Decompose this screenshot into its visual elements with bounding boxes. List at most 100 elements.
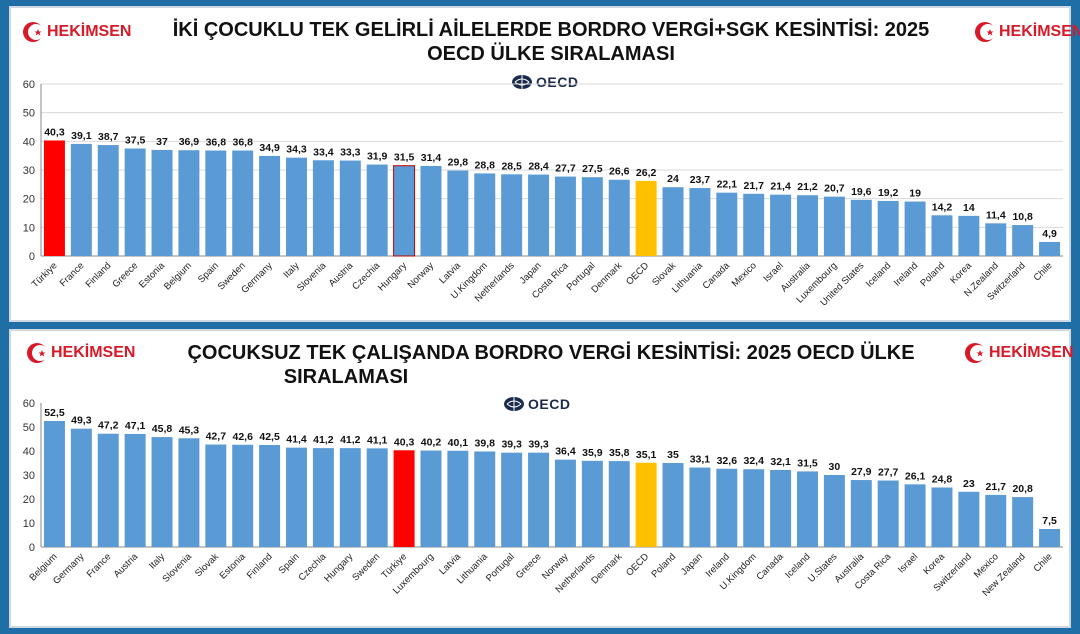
data-label: 38,7 xyxy=(98,131,119,143)
bar xyxy=(958,215,980,256)
x-tick-label: Mexico xyxy=(730,260,759,289)
data-label: 45,3 xyxy=(179,424,200,436)
data-label: 21,2 xyxy=(797,181,818,193)
data-label: 33,1 xyxy=(690,454,711,466)
hekimsen-logo-right: HEKİMSEN xyxy=(963,341,1073,365)
bar xyxy=(689,188,711,256)
data-label: 29,8 xyxy=(448,157,469,169)
bar xyxy=(393,450,415,547)
data-label: 42,7 xyxy=(206,431,227,443)
data-label: 22,1 xyxy=(717,179,738,191)
x-tick-label: Chile xyxy=(1032,260,1055,283)
chart-panel-1: HEKİMSEN HEKİMSEN İKİ ÇOCUKLU TEK GELİRL… xyxy=(9,6,1080,322)
bar xyxy=(608,461,630,547)
data-label: 31,5 xyxy=(394,152,415,164)
bar xyxy=(985,494,1007,547)
data-label: 49,3 xyxy=(71,415,92,427)
data-label: 4,9 xyxy=(1042,228,1057,240)
data-label: 34,9 xyxy=(259,142,280,154)
x-tick-label: Slovenia xyxy=(160,551,194,585)
bar-chart-2: 010203040506052,5Belgium49,3Germany47,2F… xyxy=(23,398,1063,599)
data-label: 14 xyxy=(963,202,975,214)
bar xyxy=(581,177,603,256)
x-tick-label: Chile xyxy=(1032,551,1055,574)
x-tick-label: Belgium xyxy=(162,260,194,292)
chart-title-line-2: OECD ÜLKE SIRALAMASI xyxy=(427,43,675,65)
bar xyxy=(608,179,630,256)
y-tick-label: 50 xyxy=(23,108,35,120)
y-tick-label: 60 xyxy=(23,79,35,91)
bar xyxy=(312,448,334,547)
data-label: 28,5 xyxy=(501,160,522,172)
x-tick-label: Greece xyxy=(110,260,140,290)
y-tick-label: 0 xyxy=(29,542,35,554)
data-label: 39,1 xyxy=(71,130,92,142)
oecd-globe-icon xyxy=(512,75,532,89)
data-label: 39,8 xyxy=(475,437,496,449)
y-tick-label: 20 xyxy=(23,194,35,206)
data-label: 37,5 xyxy=(125,135,146,147)
bar xyxy=(366,448,388,547)
data-label: 35,8 xyxy=(609,447,630,459)
bar xyxy=(205,150,227,256)
x-tick-label: Poland xyxy=(918,260,947,289)
x-tick-label: OECD xyxy=(624,260,651,287)
x-tick-label: Italy xyxy=(282,260,302,280)
data-label: 20,7 xyxy=(824,183,845,195)
crescent-star-icon xyxy=(23,22,44,42)
bar xyxy=(124,148,146,256)
x-tick-label: Italy xyxy=(147,551,167,571)
x-tick-label: Türkiye xyxy=(30,260,60,290)
data-label: 26,2 xyxy=(636,167,657,179)
bar xyxy=(339,448,361,547)
data-label: 23 xyxy=(963,478,975,490)
bar xyxy=(850,480,872,547)
x-tick-label: OECD xyxy=(624,551,651,578)
bar xyxy=(70,143,92,256)
bar xyxy=(743,469,765,547)
data-label: 26,1 xyxy=(905,470,926,482)
chart-title-line-1: İKİ ÇOCUKLU TEK GELİRLİ AİLELERDE BORDRO… xyxy=(172,19,930,41)
y-tick-label: 10 xyxy=(23,518,35,530)
data-label: 36,8 xyxy=(232,137,253,149)
oecd-globe-icon xyxy=(504,397,524,411)
bar xyxy=(447,170,469,256)
bar xyxy=(339,160,361,256)
bar xyxy=(797,195,818,256)
bar xyxy=(797,471,818,547)
bar xyxy=(393,165,416,257)
bar xyxy=(743,193,765,256)
y-tick-label: 60 xyxy=(23,398,35,410)
logo-text: HEKİMSEN xyxy=(999,23,1080,40)
bar xyxy=(124,433,146,547)
bar xyxy=(259,445,281,547)
data-label: 35 xyxy=(667,449,679,461)
data-label: 31,5 xyxy=(797,457,818,469)
bar xyxy=(70,428,92,547)
x-tick-label: Canada xyxy=(701,260,733,292)
data-label: 47,2 xyxy=(98,420,119,432)
x-tick-label: Sweden xyxy=(350,551,382,583)
data-label: 40,1 xyxy=(448,437,469,449)
data-label: 32,4 xyxy=(743,455,764,467)
bar xyxy=(716,468,738,547)
data-label: 31,9 xyxy=(367,151,388,163)
data-label: 36,9 xyxy=(179,136,200,148)
bar xyxy=(1012,225,1034,256)
y-tick-label: 50 xyxy=(23,422,35,434)
x-tick-label: Ireland xyxy=(892,260,920,288)
data-label: 28,4 xyxy=(528,161,549,173)
data-label: 35,9 xyxy=(582,447,603,459)
data-label: 27,7 xyxy=(555,163,576,175)
data-label: 33,3 xyxy=(340,147,361,159)
bar xyxy=(662,187,684,256)
y-tick-label: 0 xyxy=(29,251,35,263)
crescent-star-icon xyxy=(965,343,986,363)
bar xyxy=(420,450,442,547)
x-tick-label: Japan xyxy=(679,551,705,577)
bar xyxy=(420,165,442,256)
bar xyxy=(716,192,738,256)
y-tick-label: 30 xyxy=(23,470,35,482)
bar xyxy=(850,199,872,256)
data-label: 10,8 xyxy=(1012,211,1033,223)
